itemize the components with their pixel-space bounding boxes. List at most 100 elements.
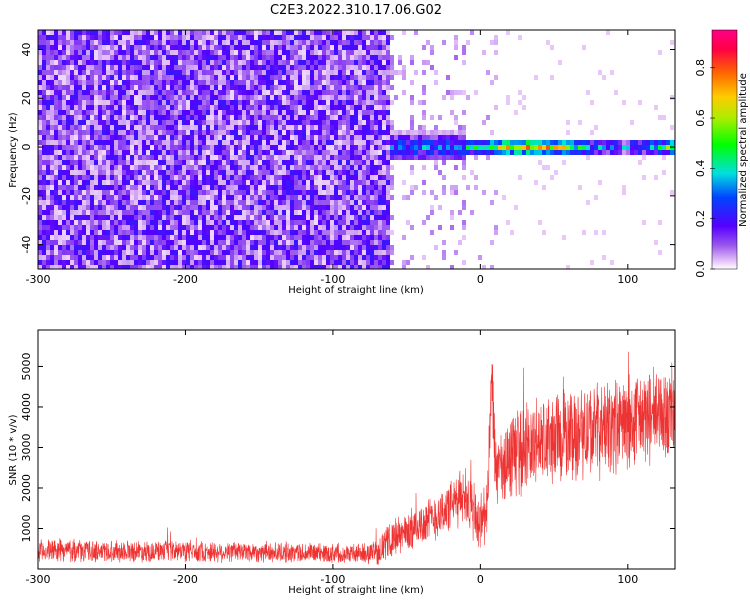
heatmap-cell: [346, 45, 350, 50]
heatmap-cell: [190, 185, 194, 190]
heatmap-cell: [306, 145, 310, 150]
heatmap-cell: [82, 60, 86, 65]
heatmap-cell: [70, 35, 74, 40]
heatmap-cell: [102, 205, 106, 210]
heatmap-cell: [362, 195, 366, 200]
heatmap-cell: [278, 155, 282, 160]
heatmap-cell: [306, 195, 310, 200]
heatmap-cell: [114, 190, 118, 195]
heatmap-cell: [202, 110, 206, 115]
heatmap-cell: [206, 65, 210, 70]
heatmap-cell: [374, 240, 378, 245]
heatmap-cell: [334, 125, 338, 130]
heatmap-cell: [358, 60, 362, 65]
heatmap-cell: [94, 40, 98, 45]
heatmap-cell: [90, 45, 94, 50]
heatmap-cell: [42, 190, 46, 195]
heatmap-cell: [418, 145, 422, 150]
heatmap-cell: [382, 180, 386, 185]
heatmap-cell: [170, 230, 174, 235]
heatmap-cell: [114, 30, 118, 35]
heatmap-cell: [86, 85, 90, 90]
heatmap-cell: [106, 150, 110, 155]
heatmap-cell: [66, 110, 70, 115]
heatmap-cell: [46, 205, 50, 210]
heatmap-cell: [98, 205, 102, 210]
heatmap-cell: [242, 245, 246, 250]
heatmap-cell: [654, 105, 658, 110]
heatmap-cell: [178, 260, 182, 265]
heatmap-cell: [362, 85, 366, 90]
heatmap-cell: [98, 40, 102, 45]
heatmap-cell: [210, 120, 214, 125]
heatmap-cell: [102, 95, 106, 100]
heatmap-cell: [254, 100, 258, 105]
heatmap-cell: [50, 55, 54, 60]
heatmap-cell: [330, 255, 334, 260]
heatmap-cell: [374, 55, 378, 60]
heatmap-cell: [98, 50, 102, 55]
heatmap-cell: [162, 195, 166, 200]
heatmap-cell: [118, 255, 122, 260]
heatmap-cell: [174, 130, 178, 135]
heatmap-cell: [334, 105, 338, 110]
heatmap-cell: [378, 45, 382, 50]
heatmap-cell: [70, 130, 74, 135]
heatmap-cell: [78, 220, 82, 225]
heatmap-cell: [334, 120, 338, 125]
heatmap-cell: [206, 240, 210, 245]
heatmap-cell: [342, 100, 346, 105]
heatmap-cell: [174, 55, 178, 60]
heatmap-cell: [366, 90, 370, 95]
heatmap-cell: [282, 135, 286, 140]
heatmap-cell: [534, 180, 538, 185]
heatmap-cell: [294, 150, 298, 155]
heatmap-cell: [226, 45, 230, 50]
heatmap-cell: [214, 265, 218, 269]
heatmap-cell: [314, 210, 318, 215]
heatmap-cell: [434, 150, 438, 155]
heatmap-cell: [126, 230, 130, 235]
heatmap-cell: [78, 180, 82, 185]
heatmap-cell: [326, 240, 330, 245]
heatmap-cell: [146, 75, 150, 80]
heatmap-cell: [186, 205, 190, 210]
heatmap-cell: [174, 45, 178, 50]
heatmap-cell: [190, 90, 194, 95]
heatmap-cell: [102, 165, 106, 170]
heatmap-cell: [322, 30, 326, 35]
heatmap-cell: [210, 65, 214, 70]
heatmap-cell: [290, 60, 294, 65]
heatmap-cell: [470, 210, 474, 215]
heatmap-cell: [602, 230, 606, 235]
heatmap-cell: [398, 135, 402, 140]
heatmap-cell: [162, 45, 166, 50]
heatmap-cell: [150, 165, 154, 170]
heatmap-cell: [190, 70, 194, 75]
heatmap-cell: [370, 225, 374, 230]
heatmap-cell: [58, 250, 62, 255]
heatmap-cell: [114, 220, 118, 225]
heatmap-cell: [430, 150, 434, 155]
heatmap-cell: [462, 160, 466, 165]
heatmap-cell: [214, 250, 218, 255]
heatmap-cell: [318, 255, 322, 260]
heatmap-cell: [42, 80, 46, 85]
heatmap-cell: [346, 230, 350, 235]
heatmap-cell: [94, 240, 98, 245]
heatmap-cell: [350, 120, 354, 125]
heatmap-cell: [454, 190, 458, 195]
heatmap-cell: [114, 155, 118, 160]
heatmap-cell: [282, 125, 286, 130]
heatmap-cell: [54, 50, 58, 55]
heatmap-cell: [58, 125, 62, 130]
heatmap-cell: [334, 185, 338, 190]
heatmap-cell: [138, 165, 142, 170]
heatmap-cell: [422, 255, 426, 260]
heatmap-cell: [178, 245, 182, 250]
heatmap-cell: [306, 265, 310, 269]
heatmap-cell: [74, 45, 78, 50]
heatmap-cell: [402, 65, 406, 70]
heatmap-cell: [390, 245, 394, 250]
heatmap-cell: [42, 95, 46, 100]
